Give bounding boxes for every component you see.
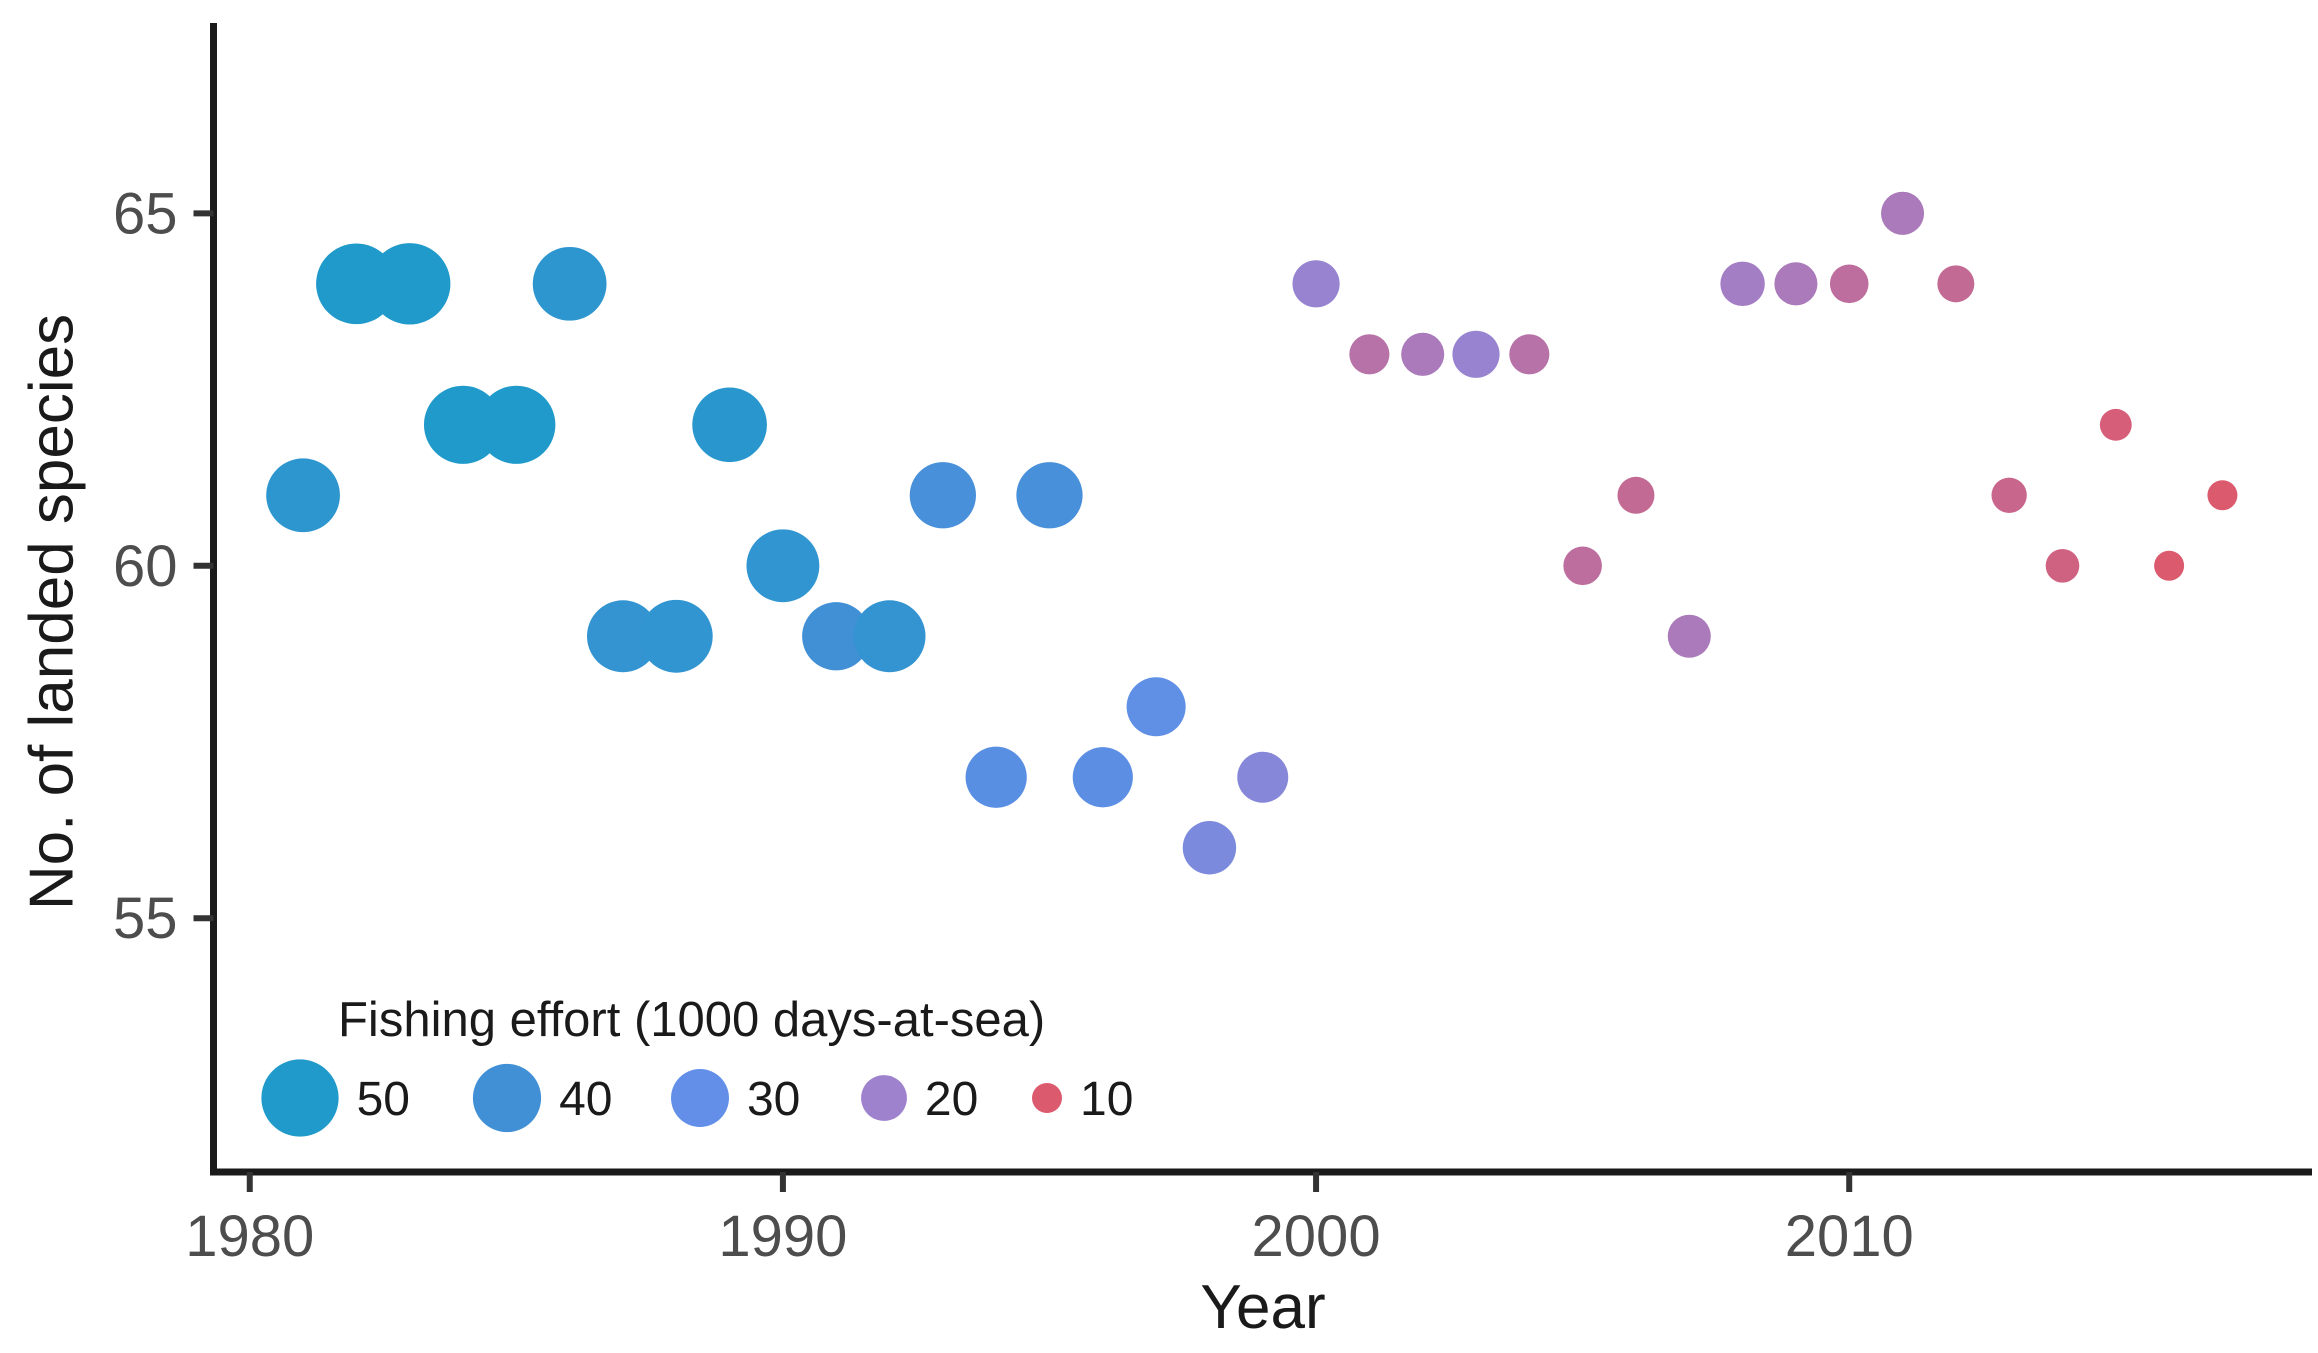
legend-bubble <box>472 1063 542 1133</box>
data-point <box>1452 330 1500 378</box>
legend-bubble <box>1032 1083 1062 1113</box>
legend-bubble <box>671 1069 729 1127</box>
data-point <box>1182 821 1237 875</box>
legend-size-label: 10 <box>1080 1073 1133 1126</box>
data-point <box>802 602 871 671</box>
data-point <box>1016 462 1083 529</box>
x-tick-label: 2010 <box>1785 1204 1914 1269</box>
data-point <box>1881 191 1925 235</box>
data-point <box>2099 408 2132 441</box>
data-point <box>1349 334 1390 375</box>
data-point <box>965 746 1027 808</box>
data-point <box>1563 546 1602 586</box>
data-point <box>853 600 926 673</box>
points-group <box>266 191 2238 875</box>
data-point <box>1292 260 1340 308</box>
data-point <box>1126 677 1186 737</box>
legend-size-label: 40 <box>559 1073 612 1126</box>
data-point <box>369 243 451 325</box>
legend-bubble <box>261 1059 339 1137</box>
data-point <box>1991 477 2027 513</box>
data-point <box>1774 262 1818 306</box>
data-point <box>2154 550 2185 581</box>
data-point <box>909 462 976 529</box>
x-tick-label: 1980 <box>185 1204 314 1269</box>
y-tick-label: 55 <box>113 886 178 951</box>
legend-size-label: 50 <box>357 1073 410 1126</box>
data-point <box>586 600 659 673</box>
data-point <box>1720 261 1765 307</box>
legend-size-label: 30 <box>747 1073 800 1126</box>
x-tick-label: 2000 <box>1252 1204 1381 1269</box>
data-point <box>692 387 767 463</box>
legend-bubble <box>861 1075 907 1121</box>
data-point <box>1509 334 1550 375</box>
legend-title: Fishing effort (1000 days-at-sea) <box>338 993 1046 1047</box>
legend-size-label: 20 <box>925 1073 978 1126</box>
data-point <box>1072 747 1133 808</box>
data-point <box>532 246 607 321</box>
y-axis-title: No. of landed species <box>17 313 87 911</box>
data-point <box>2045 548 2080 583</box>
data-point <box>1829 264 1869 304</box>
data-point <box>1237 751 1289 803</box>
data-point <box>1617 476 1655 514</box>
x-axis-title: Year <box>1200 1273 1326 1342</box>
data-point <box>1667 614 1711 658</box>
data-point <box>477 385 556 464</box>
y-tick-label: 65 <box>113 181 178 246</box>
data-point <box>2207 480 2238 511</box>
data-point <box>266 458 340 533</box>
data-point <box>746 529 820 603</box>
x-tick-label: 1990 <box>718 1204 847 1269</box>
legend-group: 50 40 30 20 10 <box>261 1059 1133 1137</box>
data-point <box>1401 332 1445 376</box>
data-point <box>639 599 713 673</box>
y-tick-label: 60 <box>113 534 178 599</box>
data-point <box>1937 265 1975 303</box>
